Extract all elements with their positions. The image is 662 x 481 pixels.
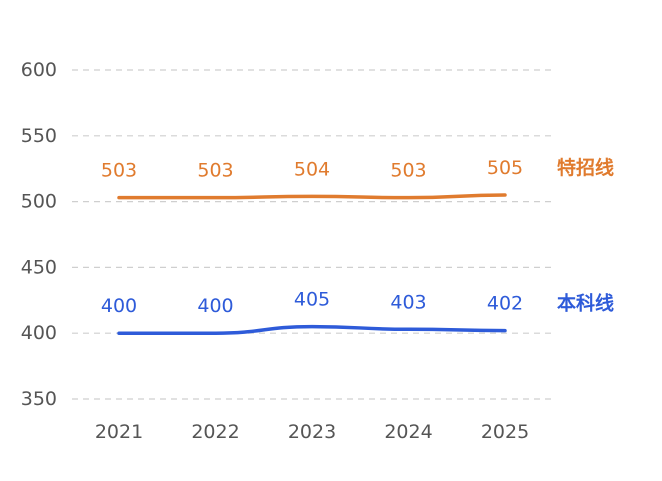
x-tick-label: 2023: [288, 421, 336, 443]
y-tick-label: 550: [21, 125, 57, 147]
x-tick-label: 2022: [191, 421, 239, 443]
data-label: 505: [487, 157, 523, 179]
x-axis-ticks: 2021 2022 2023 2024 2025: [95, 421, 529, 443]
data-label: 503: [101, 160, 137, 182]
y-axis-ticks: 350 400 450 500 550 600: [21, 59, 57, 410]
data-label: 400: [101, 295, 137, 317]
series-name-label: 本科线: [557, 292, 614, 315]
series-line-2: [117, 324, 507, 335]
x-tick-label: 2021: [95, 421, 143, 443]
data-label: 503: [390, 160, 426, 182]
y-tick-label: 400: [21, 322, 57, 344]
series-lines: [117, 193, 507, 335]
series-line-1: [117, 193, 507, 200]
y-tick-label: 350: [21, 388, 57, 410]
data-label: 400: [197, 295, 233, 317]
data-labels: 503 503 504 503 505 400 400 405 403 402: [101, 157, 523, 317]
series-name-label: 特招线: [557, 156, 614, 179]
y-tick-label: 600: [21, 59, 57, 81]
data-label: 403: [390, 291, 426, 313]
grid-lines: [72, 69, 552, 400]
data-label: 402: [487, 293, 523, 315]
y-tick-label: 500: [21, 191, 57, 213]
data-label: 405: [294, 289, 330, 311]
y-tick-label: 450: [21, 256, 57, 278]
x-tick-label: 2025: [481, 421, 529, 443]
data-label: 503: [197, 160, 233, 182]
data-label: 504: [294, 158, 330, 180]
x-tick-label: 2024: [384, 421, 432, 443]
